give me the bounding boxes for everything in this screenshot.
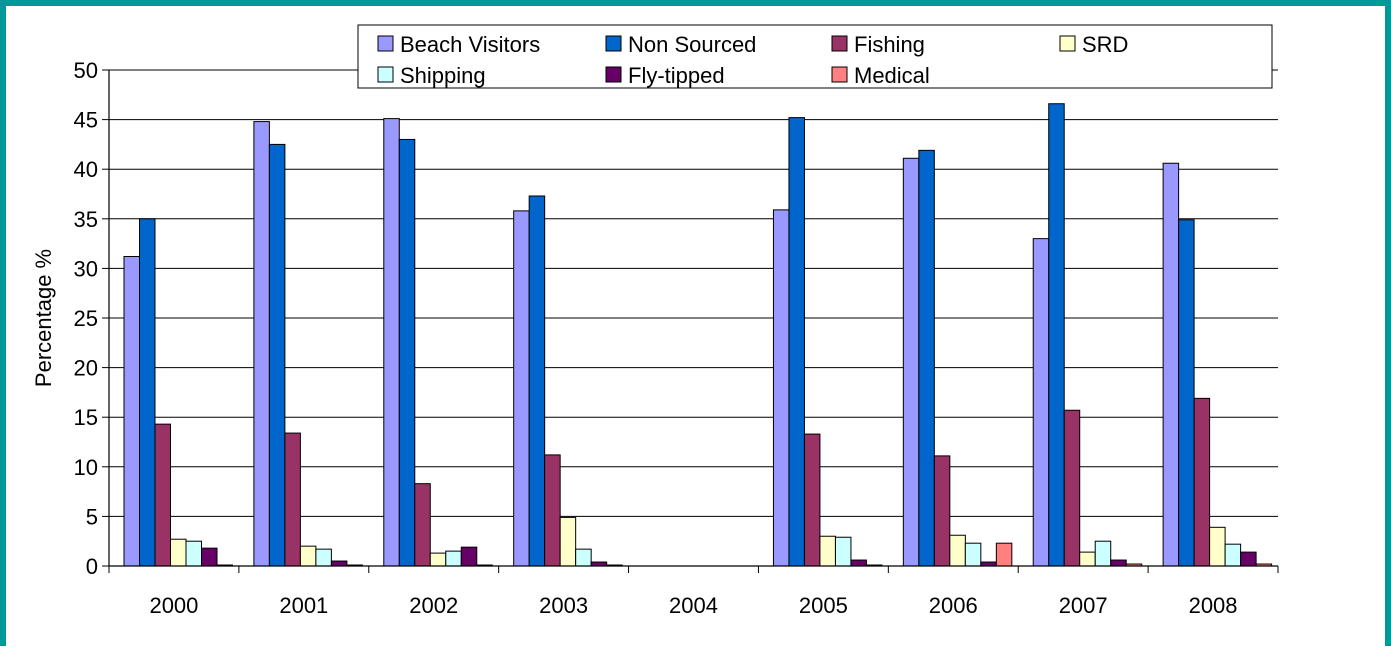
bar-shipping [445, 550, 462, 567]
bars [123, 103, 1273, 567]
x-tick-label: 2003 [539, 593, 588, 618]
bar-shipping [1224, 543, 1242, 567]
bar-beach-visitors [902, 157, 920, 567]
bar-beach-visitors [1032, 238, 1050, 567]
bar-beach-visitors [123, 255, 140, 567]
bar-fishing [544, 454, 561, 567]
legend-swatch [377, 35, 394, 52]
bar-fishing [154, 423, 171, 567]
bar-non-sourced [528, 195, 546, 567]
bar-shipping [315, 548, 332, 567]
bar-non-sourced [268, 143, 286, 567]
legend-label: Beach Visitors [400, 32, 540, 57]
y-tick-label: 45 [74, 108, 98, 133]
gridlines [102, 69, 1278, 567]
bar-fishing [414, 483, 431, 567]
bar-non-sourced [1048, 103, 1065, 567]
legend-swatch [377, 66, 394, 83]
x-tick-label: 2004 [669, 593, 718, 618]
bar-shipping [185, 540, 202, 567]
bar-non-sourced [139, 218, 156, 567]
bar-srd [1209, 526, 1226, 567]
legend-swatch [831, 66, 848, 83]
bar-fishing [1193, 397, 1211, 567]
x-tick-label: 2002 [409, 593, 458, 618]
y-tick-label: 25 [74, 306, 98, 331]
y-tick-label: 50 [74, 58, 98, 83]
bar-shipping [964, 542, 982, 567]
bar-non-sourced [398, 138, 416, 567]
bar-srd [429, 552, 447, 567]
x-tick-labels: 2000 2001 2002 2003 2004 2005 2006 2007 2008 [149, 593, 1237, 618]
legend-label: Fishing [854, 32, 925, 57]
bar-fly-tipped [1240, 551, 1257, 567]
bar-beach-visitors [253, 121, 270, 567]
y-tick-labels: 0 5 10 15 20 25 30 35 40 45 50 [74, 58, 98, 579]
bar-srd [299, 545, 317, 567]
bar-non-sourced [1178, 219, 1195, 567]
legend-box [357, 24, 1273, 89]
bar-beach-visitors [383, 118, 400, 567]
y-tick-label: 15 [74, 405, 98, 430]
legend-swatch [605, 35, 622, 52]
bar-fly-tipped [330, 560, 348, 567]
legend: Beach Visitors Non Sourced Fishing SRD Shipp… [357, 24, 1273, 89]
bar-fly-tipped [201, 547, 218, 567]
y-tick-label: 0 [86, 554, 98, 579]
legend-label: Non Sourced [628, 32, 756, 57]
bar-non-sourced [788, 117, 805, 567]
bar-fly-tipped [850, 559, 867, 567]
bar-beach-visitors [513, 210, 530, 567]
y-tick-label: 20 [74, 356, 98, 381]
bar-fishing [933, 455, 951, 567]
bar-fishing [1063, 409, 1081, 567]
bar-fishing [803, 433, 821, 567]
legend-swatch [1059, 35, 1076, 52]
legend-label: Medical [854, 63, 930, 88]
bar-medical [995, 542, 1013, 567]
legend-swatch [605, 66, 622, 83]
bar-fly-tipped [1110, 559, 1127, 567]
y-tick-label: 5 [86, 504, 98, 529]
bar-shipping [1094, 540, 1112, 567]
y-tick-label: 30 [74, 256, 98, 281]
bar-shipping [575, 548, 592, 567]
bar-srd [819, 535, 836, 567]
bar-fishing [284, 432, 301, 567]
bar-srd [1079, 551, 1096, 567]
bar-srd [949, 534, 966, 567]
x-tick-label: 2001 [279, 593, 328, 618]
bar-srd [559, 516, 577, 567]
y-tick-label: 10 [74, 455, 98, 480]
axes [108, 70, 1279, 573]
x-tick-label: 2000 [149, 593, 198, 618]
y-axis-title: Percentage % [31, 249, 56, 387]
bar-non-sourced [918, 149, 935, 567]
bar-srd [170, 538, 187, 567]
y-tick-label: 35 [74, 207, 98, 232]
legend-swatch [831, 35, 848, 52]
legend-label: Shipping [400, 63, 486, 88]
legend-label: SRD [1082, 32, 1128, 57]
x-tick-label: 2007 [1059, 593, 1108, 618]
x-tick-label: 2005 [799, 593, 848, 618]
bar-fly-tipped [460, 546, 478, 567]
bar-beach-visitors [772, 209, 790, 567]
y-tick-label: 40 [74, 157, 98, 182]
x-tick-label: 2006 [929, 593, 978, 618]
x-tick-label: 2008 [1189, 593, 1238, 618]
bar-shipping [834, 536, 852, 567]
legend-label: Fly-tipped [628, 63, 725, 88]
bar-beach-visitors [1162, 162, 1180, 567]
